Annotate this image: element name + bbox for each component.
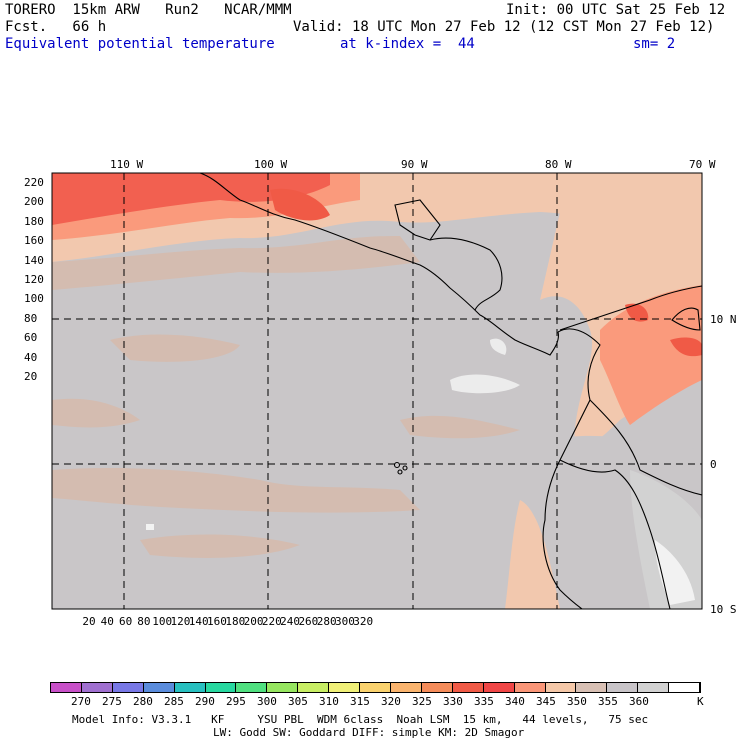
colorbar-swatch: [298, 683, 330, 692]
coastlines: [199, 173, 702, 609]
y-grid-label: 200: [24, 195, 44, 209]
colorbar-swatch: [421, 683, 453, 692]
colorbar-swatch: [236, 683, 268, 692]
colorbar-swatch: [545, 683, 577, 692]
y-grid-label: 60: [24, 331, 38, 345]
colorbar-label: 355: [598, 695, 618, 708]
colorbar-swatch: [81, 683, 113, 692]
lon-label-70w: 70 W: [689, 158, 716, 171]
x-grid-label: 300: [335, 615, 355, 628]
colorbar-label: 330: [443, 695, 463, 708]
colorbar-label: 290: [195, 695, 215, 708]
graticule: [52, 173, 702, 609]
colorbar-swatch: [452, 683, 484, 692]
x-grid-label: 220: [261, 615, 282, 628]
x-grid-label: 280: [316, 615, 337, 628]
x-grid-label: 40: [100, 615, 114, 628]
colorbar: [50, 682, 701, 693]
lat-label-10n: 10 N: [710, 313, 737, 326]
x-grid-label: 180: [225, 615, 246, 628]
y-grid-label: 220: [24, 176, 44, 189]
colorbar-label: 345: [536, 695, 556, 708]
colorbar-label: 305: [288, 695, 308, 708]
colorbar-label: 320: [381, 695, 401, 708]
x-grid-label: 240: [280, 615, 301, 628]
x-grid-label: 100: [152, 615, 173, 628]
field-name: Equivalent potential temperature: [5, 36, 275, 52]
colorbar-label: 300: [257, 695, 277, 708]
colorbar-unit: K: [697, 695, 704, 708]
x-grid-label: 140: [188, 615, 209, 628]
colorbar-label: 315: [350, 695, 370, 708]
y-grid-label: 140: [24, 253, 44, 267]
y-grid-label: 40: [24, 350, 38, 364]
colorbar-swatch: [360, 683, 391, 692]
lon-label-90w: 90 W: [401, 158, 428, 171]
physics-info: LW: Godd SW: Goddard DIFF: simple KM: 2D…: [213, 726, 525, 739]
y-grid-label: 180: [24, 214, 44, 228]
colorbar-label: 350: [567, 695, 587, 708]
model-title: TORERO 15km ARW Run2 NCAR/MMM: [5, 2, 292, 18]
x-grid-label: 320: [353, 615, 374, 628]
x-grid-label: 200: [243, 615, 264, 628]
x-grid-label: 60: [118, 615, 133, 628]
theta-e-field: [52, 173, 702, 609]
colorbar-swatch: [143, 683, 175, 692]
y-grid-label: 80: [24, 311, 38, 325]
colorbar-label: 335: [474, 695, 494, 708]
lat-label-0: 0: [710, 458, 717, 471]
lon-label-100w: 100 W: [254, 158, 288, 171]
colorbar-swatch: [669, 683, 701, 692]
colorbar-swatch: [174, 683, 206, 692]
lon-label-80w: 80 W: [545, 158, 572, 171]
colorbar-swatch: [638, 683, 670, 692]
colorbar-swatch: [267, 683, 299, 692]
x-grid-label: 120: [170, 615, 191, 628]
colorbar-swatch: [51, 683, 82, 692]
init-time: Init: 00 UTC Sat 25 Feb 12: [506, 2, 726, 18]
model-info: Model Info: V3.3.1 KF YSU PBL WDM 6class…: [72, 713, 649, 726]
colorbar-label: 360: [629, 695, 649, 708]
colorbar-swatch: [607, 683, 639, 692]
colorbar-label: 275: [102, 695, 122, 708]
lon-label-110w: 110 W: [110, 158, 144, 171]
colorbar-label: 295: [226, 695, 246, 708]
colorbar-swatch: [205, 683, 237, 692]
colorbar-label: 340: [505, 695, 525, 708]
colorbar-label: 325: [412, 695, 432, 708]
lat-label-10s: 10 S: [710, 603, 737, 616]
colorbar-label: 310: [319, 695, 339, 708]
smoothing-label: sm= 2: [633, 36, 676, 52]
colorbar-swatch: [329, 683, 361, 692]
forecast-hour: Fcst. 66 h: [5, 19, 107, 35]
y-grid-label: 120: [24, 273, 44, 286]
colorbar-swatch: [483, 683, 515, 692]
colorbar-swatch: [112, 683, 144, 692]
x-grid-label: 160: [207, 615, 227, 628]
x-grid-label: 80: [137, 615, 151, 628]
y-grid-label: 20: [24, 370, 38, 383]
colorbar-label: 270: [71, 695, 91, 708]
colorbar-swatch: [514, 683, 546, 692]
colorbar-swatch: [390, 683, 422, 692]
colorbar-label: 280: [133, 695, 153, 708]
y-grid-label: 100: [24, 292, 44, 306]
level-label: at k-index = 44: [340, 36, 475, 52]
colorbar-swatch: [576, 683, 608, 692]
x-grid-label: 260: [298, 615, 319, 628]
x-grid-label: 20: [82, 615, 96, 628]
colorbar-label: 285: [164, 695, 184, 708]
y-grid-label: 160: [24, 234, 44, 248]
map-frame: [51, 172, 703, 610]
valid-time: Valid: 18 UTC Mon 27 Feb 12 (12 CST Mon …: [293, 19, 715, 35]
